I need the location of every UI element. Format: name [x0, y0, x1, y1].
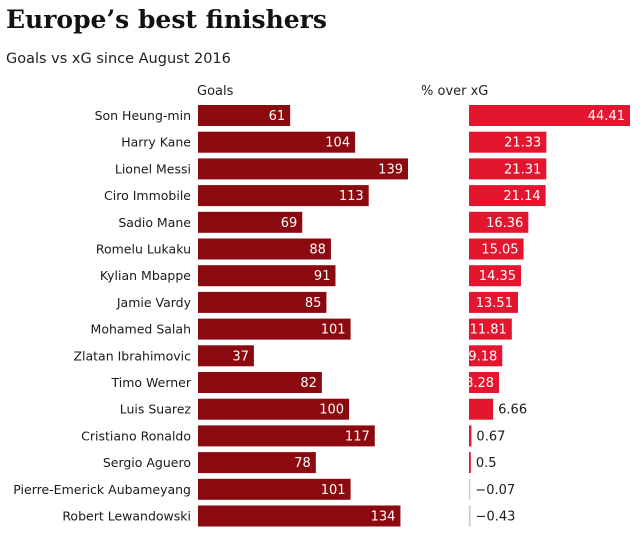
goals-bar	[198, 238, 331, 260]
goals-bar	[198, 265, 336, 287]
pct-value-label: −0.07	[475, 483, 515, 498]
goals-value-label: 69	[281, 216, 298, 231]
goals-value-label: 101	[321, 483, 346, 498]
goals-bar	[198, 211, 303, 233]
pct-value-label: 0.67	[476, 429, 505, 444]
pct-value-label: 9.18	[468, 349, 497, 364]
category-label: Kylian Mbappe	[100, 268, 191, 283]
category-label: Cristiano Ronaldo	[81, 428, 191, 443]
chart-rows: Son Heung-min 61 44.41 Harry Kane 104 21.33 Li…	[13, 105, 630, 527]
goals-bar	[198, 505, 401, 527]
pct-bar	[469, 478, 471, 500]
pct-bar	[469, 505, 471, 527]
pct-value-label: 21.14	[503, 189, 540, 204]
pct-bar	[469, 185, 546, 207]
pct-bar	[469, 372, 500, 393]
chart-subtitle: Goals vs xG since August 2016	[6, 51, 231, 67]
goals-column-header: Goals	[197, 84, 234, 99]
goals-value-label: 134	[371, 510, 396, 525]
pct-value-label: 21.33	[504, 136, 541, 151]
goals-bar	[198, 345, 254, 367]
pct-bar	[469, 131, 547, 153]
goals-value-label: 37	[232, 349, 249, 364]
pct-bar	[469, 452, 471, 474]
goals-bar	[198, 398, 350, 420]
goals-bar	[198, 425, 375, 447]
pct-column-header: % over xG	[421, 84, 488, 99]
pct-value-label: 8.28	[465, 376, 494, 391]
chart-title: Europe’s best finishers	[6, 5, 327, 34]
pct-value-label: 0.5	[476, 456, 497, 471]
goals-value-label: 101	[321, 323, 346, 338]
category-label: Robert Lewandowski	[62, 509, 191, 524]
pct-value-label: 14.35	[479, 269, 516, 284]
pct-bar	[469, 345, 503, 367]
goals-value-label: 91	[314, 269, 331, 284]
goals-bar	[198, 158, 408, 180]
pct-value-label: 6.66	[498, 403, 527, 418]
goals-value-label: 78	[294, 456, 311, 471]
category-label: Zlatan Ibrahimovic	[73, 348, 191, 363]
goals-bar	[198, 318, 351, 340]
category-label: Romelu Lukaku	[96, 242, 191, 257]
pct-value-label: 13.51	[476, 296, 513, 311]
pct-bar	[469, 265, 522, 287]
goals-value-label: 117	[345, 429, 370, 444]
category-label: Ciro Immobile	[104, 188, 191, 203]
goals-value-label: 113	[339, 189, 364, 204]
pct-value-label: 15.05	[481, 243, 518, 258]
pct-bar	[469, 158, 547, 180]
category-label: Mohamed Salah	[91, 322, 191, 337]
pct-value-label: −0.43	[476, 510, 516, 525]
goals-value-label: 88	[309, 243, 326, 258]
goals-bar	[198, 372, 322, 393]
pct-bar	[469, 425, 472, 447]
category-label: Son Heung-min	[95, 108, 191, 123]
goals-bar	[198, 452, 316, 474]
category-label: Jamie Vardy	[116, 295, 192, 310]
category-label: Lionel Messi	[115, 161, 191, 176]
pct-value-label: 44.41	[588, 109, 625, 124]
pct-bar	[469, 398, 494, 420]
goals-value-label: 100	[319, 403, 344, 418]
category-label: Sergio Aguero	[103, 455, 191, 470]
pct-bar	[469, 211, 529, 233]
goals-bar	[198, 478, 351, 500]
goals-bar	[198, 291, 327, 313]
pct-bar	[469, 318, 512, 340]
category-label: Luis Suarez	[120, 402, 192, 417]
category-label: Harry Kane	[121, 135, 191, 150]
pct-bar	[469, 238, 524, 260]
category-label: Timo Werner	[110, 375, 191, 390]
goals-value-label: 139	[378, 162, 403, 177]
goals-bar	[198, 131, 356, 153]
pct-value-label: 16.36	[486, 216, 523, 231]
goals-value-label: 61	[269, 109, 286, 124]
goals-value-label: 82	[300, 376, 317, 391]
pct-bar	[469, 291, 518, 313]
category-label: Sadio Mane	[118, 215, 191, 230]
goals-bar	[198, 185, 369, 207]
goals-value-label: 104	[325, 136, 350, 151]
goals-bar	[198, 105, 291, 126]
pct-value-label: 21.31	[504, 162, 541, 177]
pct-bar	[469, 105, 630, 126]
category-label: Pierre-Emerick Aubameyang	[13, 482, 191, 497]
pct-value-label: 11.81	[470, 323, 507, 338]
goals-value-label: 85	[305, 296, 322, 311]
